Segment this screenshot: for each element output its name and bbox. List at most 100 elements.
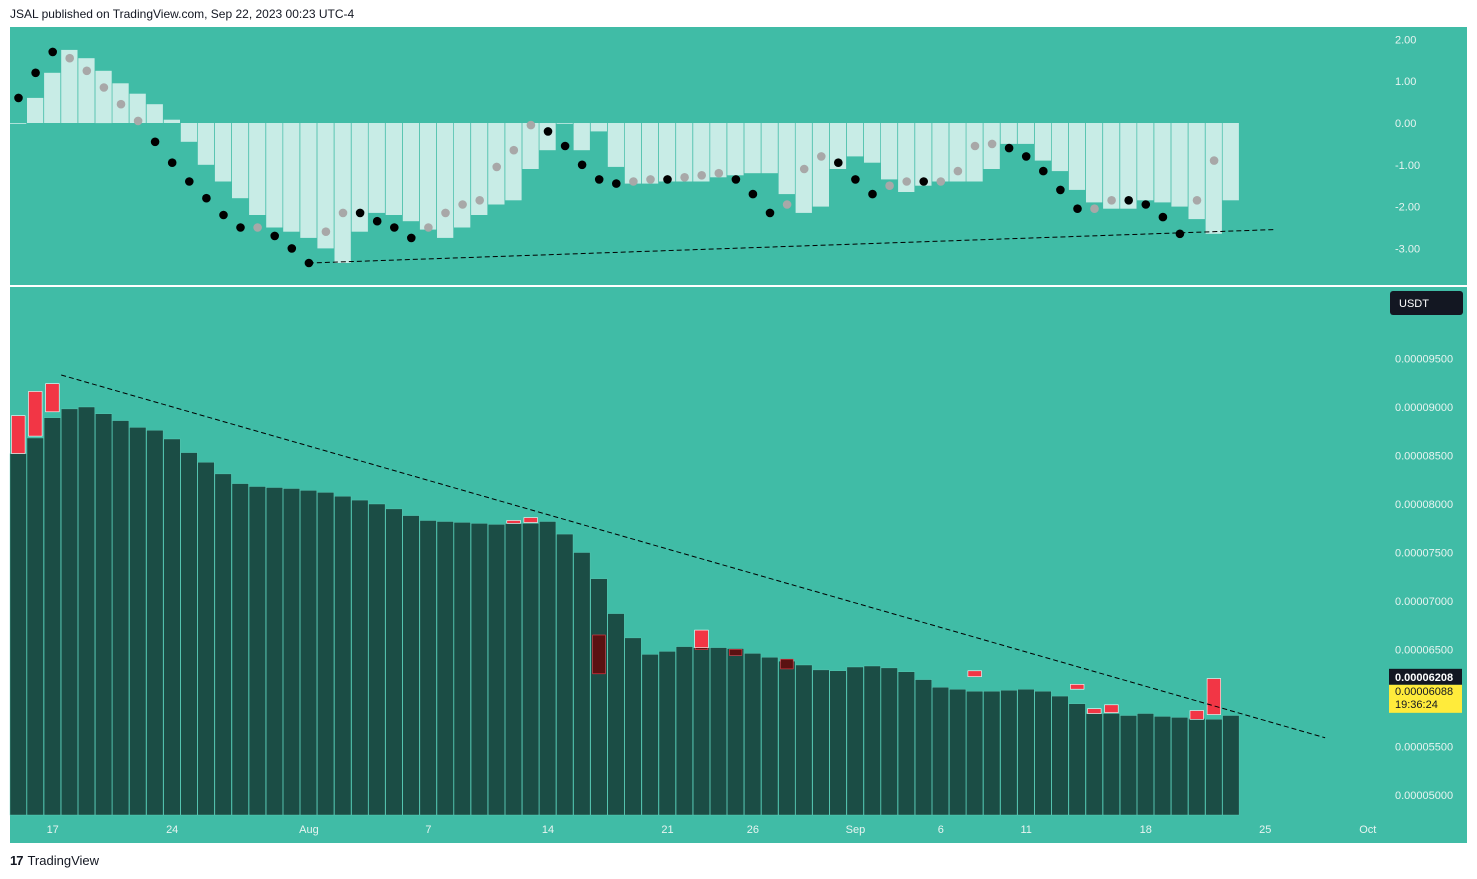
price-axis-label: 0.00005500 <box>1395 742 1453 754</box>
currency-badge-bg[interactable] <box>1390 291 1463 315</box>
oscillator-dot-light <box>133 116 143 126</box>
histogram-bar <box>727 123 744 176</box>
histogram-bar <box>146 104 163 123</box>
oscillator-dot-dark <box>287 244 297 253</box>
price-column <box>932 687 949 816</box>
oscillator-dot-dark <box>202 193 211 203</box>
histogram-bar <box>1154 123 1171 203</box>
oscillator-dot-dark <box>594 175 604 184</box>
price-axis-label: 0.00009000 <box>1395 402 1453 414</box>
oscillator-axis-label: -1.00 <box>1395 160 1420 172</box>
oscillator-axis-label: 1.00 <box>1395 76 1416 88</box>
histogram-bar <box>846 123 864 157</box>
price-column <box>402 515 420 816</box>
oscillator-dot-light <box>782 200 792 209</box>
candle-red <box>1087 708 1102 714</box>
histogram-bar <box>214 123 232 182</box>
histogram-bar <box>676 123 693 182</box>
date-axis-label: 14 <box>542 824 554 836</box>
current-price-bg <box>1389 668 1462 685</box>
histogram-bar <box>1086 123 1103 203</box>
price-axis-label: 0.00008500 <box>1395 451 1453 463</box>
price-trendline[interactable] <box>61 374 1326 739</box>
date-axis-label: 25 <box>1259 824 1271 836</box>
oscillator-dot-light <box>509 145 519 155</box>
price-column <box>1051 695 1069 816</box>
price-column <box>624 637 642 816</box>
oscillator-dot-light <box>338 208 348 218</box>
histogram-bar <box>1103 123 1120 209</box>
price-column <box>880 667 898 816</box>
candle-red <box>967 670 982 677</box>
oscillator-dot-dark <box>868 189 877 199</box>
histogram-bar <box>1188 123 1205 220</box>
price-column <box>214 473 232 816</box>
candle-red <box>1189 710 1204 720</box>
price-column <box>26 437 44 816</box>
price-column <box>1154 716 1172 816</box>
histogram-bar <box>454 123 471 228</box>
oscillator-dot-light <box>799 164 809 174</box>
tradingview-logo-icon: 17 <box>10 853 24 868</box>
price-column <box>248 486 266 816</box>
price-column <box>43 417 61 816</box>
oscillator-dot-light <box>817 152 826 161</box>
histogram-bar <box>1171 123 1188 207</box>
histogram-bar <box>898 123 915 192</box>
price-column <box>1119 715 1137 816</box>
oscillator-dot-light <box>321 227 331 236</box>
oscillator-dot-dark <box>731 175 741 184</box>
oscillator-dot-dark <box>1175 229 1185 239</box>
oscillator-dot-dark <box>150 137 160 147</box>
oscillator-dot-light <box>714 168 724 178</box>
price-column <box>658 651 676 816</box>
price-column <box>61 408 78 816</box>
oscillator-dot-dark <box>167 158 177 167</box>
candle-red <box>1206 678 1221 715</box>
histogram-bar <box>163 119 180 123</box>
price-column <box>1102 713 1120 816</box>
oscillator-trendline[interactable] <box>308 229 1274 264</box>
currency-badge[interactable]: USDT <box>1399 298 1429 310</box>
price-column <box>573 552 591 816</box>
price-column <box>436 521 454 816</box>
oscillator-dot-dark <box>1124 196 1133 205</box>
histogram-bar <box>778 123 795 195</box>
histogram-bar <box>317 123 334 249</box>
histogram-bar <box>556 123 573 124</box>
histogram-bar <box>232 123 249 199</box>
price-column <box>641 654 659 816</box>
histogram-bar <box>10 123 27 124</box>
secondary-price-label: 0.00006088 <box>1395 686 1453 698</box>
price-axis-label: 0.00006500 <box>1395 645 1453 657</box>
oscillator-dot-light <box>902 177 911 186</box>
oscillator-dot-light <box>987 139 997 149</box>
price-column <box>983 691 1001 816</box>
price-column <box>385 508 403 816</box>
oscillator-dot-dark <box>1158 212 1168 222</box>
price-column <box>966 691 984 816</box>
tradingview-logo[interactable]: 17 TradingView <box>10 853 99 868</box>
histogram-bar <box>437 123 454 238</box>
histogram-bar <box>522 123 539 169</box>
price-column <box>129 427 147 816</box>
time-axis-bg <box>10 817 1467 843</box>
oscillator-dot-light <box>970 141 980 151</box>
oscillator-dot-dark <box>577 160 587 170</box>
price-column <box>1171 717 1189 816</box>
price-column <box>795 664 813 816</box>
histogram-bar <box>283 123 300 232</box>
oscillator-dot-dark <box>834 158 843 167</box>
price-column <box>1000 690 1018 816</box>
histogram-bar <box>95 70 112 124</box>
histogram-bar <box>812 123 829 207</box>
oscillator-dot-dark <box>919 177 928 186</box>
histogram-bar <box>624 123 642 184</box>
oscillator-dot-dark <box>543 127 553 136</box>
oscillator-dot-dark <box>851 175 860 184</box>
histogram-bar <box>1205 123 1222 234</box>
oscillator-axis-label: -2.00 <box>1395 202 1420 214</box>
oscillator-dot-light <box>1192 196 1202 205</box>
price-column <box>334 496 352 816</box>
